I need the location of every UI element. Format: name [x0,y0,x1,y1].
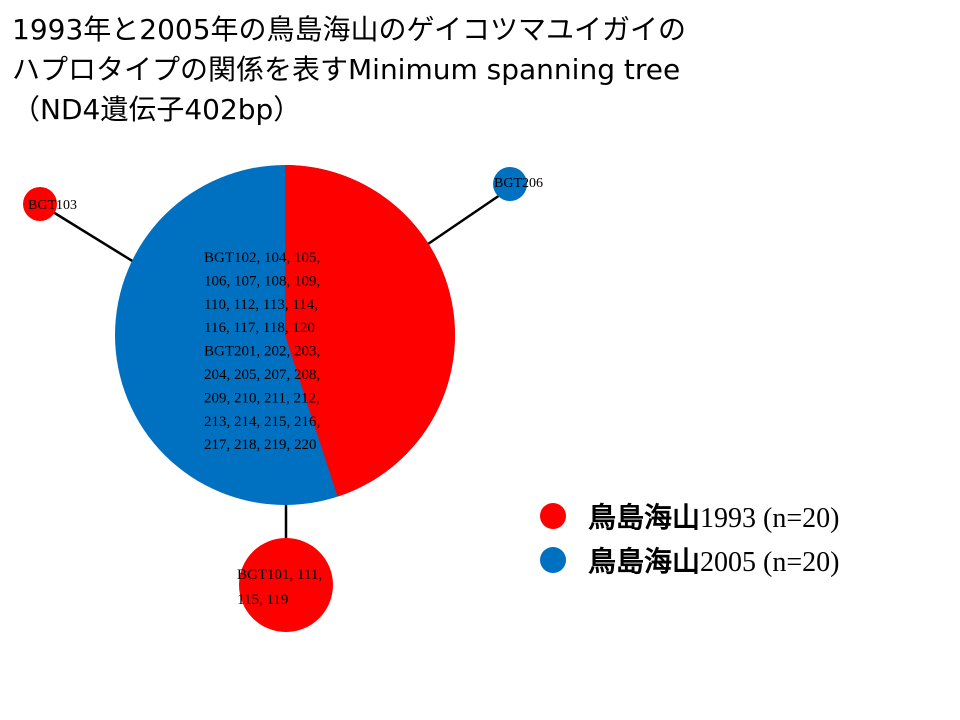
bgt206-circle [493,167,527,201]
bgt101-label: BGT101, 111, 115, 119 [237,567,326,608]
central-node-label: BGT102, 104, 105, 106, 107, 108, 109, 110,… [204,250,320,453]
legend-label-1993: 鳥島海山1993 (n=20) [588,501,840,534]
central-haplotype-node: BGT102, 104, 105, 106, 107, 108, 109, 110,… [115,165,455,505]
bgt103-node: BGT103 [23,187,77,221]
slide-title: 1993年と2005年の鳥島海山のゲイコツマユイガイの ハプロタイプの関係を表す… [12,10,912,130]
central-label-line: 110, 112, 113, 114, [204,297,318,313]
legend-label-2005: 鳥島海山2005 (n=20) [588,545,840,578]
bgt103-circle [23,187,57,221]
central-label-line: 106, 107, 108, 109, [204,273,320,289]
title-line-2: ハプロタイプの関係を表すMinimum spanning tree [12,53,681,86]
central-node-1993-slice [285,165,455,497]
title-line-3: （ND4遺伝子402bp） [12,93,302,126]
edge-central-bgt206 [427,193,501,246]
legend-swatch-1993 [540,503,566,529]
legend-item-1993: 鳥島海山1993 (n=20) [540,494,940,538]
central-label-line: 217, 218, 219, 220 [204,437,317,453]
legend: 鳥島海山1993 (n=20) 鳥島海山2005 (n=20) [540,494,940,582]
central-label-line: 209, 210, 211, 212, [204,390,320,406]
central-label-line: BGT102, 104, 105, [204,250,320,266]
edge-central-bgt103 [39,202,135,264]
bgt206-node: BGT206 [493,167,543,201]
central-label-line: 204, 205, 207, 208, [204,367,320,383]
bgt101-circle [239,538,333,632]
title-line-1: 1993年と2005年の鳥島海山のゲイコツマユイガイの [12,13,686,46]
legend-item-2005: 鳥島海山2005 (n=20) [540,538,940,582]
bgt101-node: BGT101, 111, 115, 119 [237,538,333,632]
bgt206-label: BGT206 [494,176,543,191]
central-label-line: BGT201, 202, 203, [204,344,320,360]
bgt103-label: BGT103 [28,198,77,213]
central-label-line: 116, 117, 118, 120 [204,320,315,336]
legend-swatch-2005 [540,547,566,573]
central-label-line: 213, 214, 215, 216, [204,414,320,430]
